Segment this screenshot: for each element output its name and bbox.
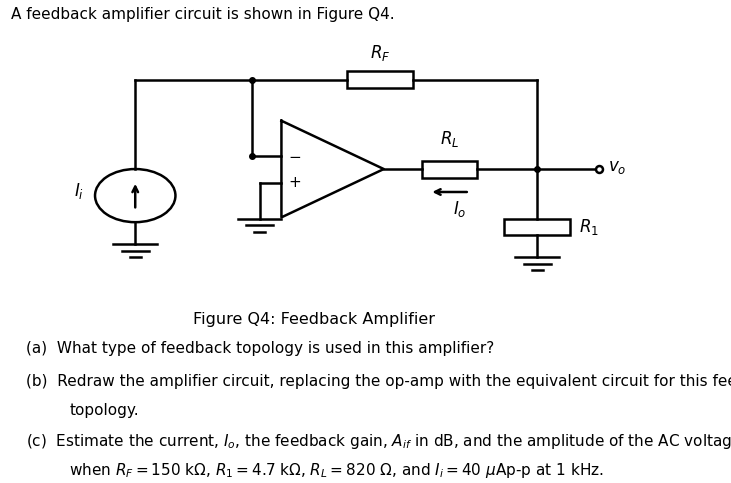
Text: $+$: $+$ (288, 175, 301, 190)
Text: when $R_F = 150\ \mathrm{k\Omega}$, $R_1 = 4.7\ \mathrm{k\Omega}$, $R_L = 820\ \: when $R_F = 150\ \mathrm{k\Omega}$, $R_1… (69, 461, 605, 480)
Text: A feedback amplifier circuit is shown in Figure Q4.: A feedback amplifier circuit is shown in… (11, 7, 395, 22)
Bar (347, 71, 413, 88)
Text: $R_L$: $R_L$ (440, 128, 459, 148)
Text: $-$: $-$ (288, 148, 301, 163)
Text: $v_o$: $v_o$ (608, 157, 626, 176)
Text: (c)  Estimate the current, $I_o$, the feedback gain, $A_{if}$ in dB, and the amp: (c) Estimate the current, $I_o$, the fee… (26, 432, 731, 451)
Text: $R_F$: $R_F$ (370, 43, 390, 63)
Bar (423, 160, 477, 177)
Text: Figure Q4: Feedback Amplifier: Figure Q4: Feedback Amplifier (193, 312, 436, 327)
Text: (a)  What type of feedback topology is used in this amplifier?: (a) What type of feedback topology is us… (26, 341, 494, 355)
Circle shape (95, 169, 175, 222)
Text: topology.: topology. (69, 403, 139, 418)
Text: (b)  Redraw the amplifier circuit, replacing the op-amp with the equivalent circ: (b) Redraw the amplifier circuit, replac… (26, 374, 731, 389)
Bar (504, 218, 570, 235)
Text: $I_i$: $I_i$ (74, 181, 84, 201)
Text: $I_o$: $I_o$ (453, 199, 466, 219)
Text: $R_1$: $R_1$ (579, 217, 599, 237)
